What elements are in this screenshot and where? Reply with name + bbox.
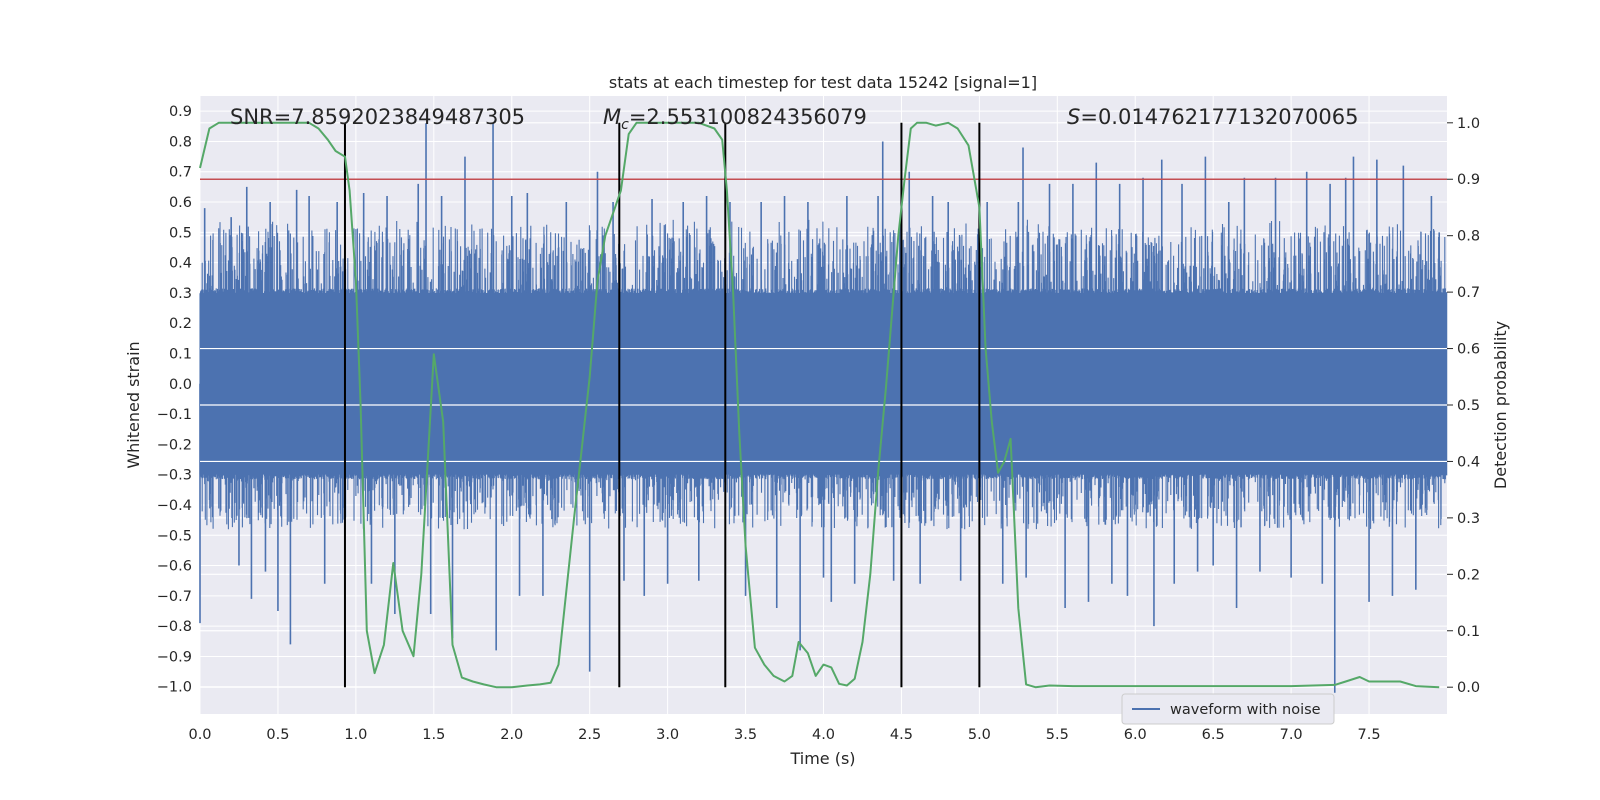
y-left-tick-label: 0.2 (169, 316, 192, 332)
y-right-tick-label: 0.7 (1457, 285, 1480, 301)
x-tick-label: 1.0 (344, 727, 367, 743)
y-left-tick-label: −0.9 (157, 649, 192, 665)
x-tick-label: 6.5 (1202, 727, 1225, 743)
y-left-tick-label: −0.6 (157, 559, 192, 575)
x-tick-label: 1.5 (422, 727, 445, 743)
y-left-tick-label: −0.8 (157, 619, 192, 635)
event-markers (343, 122, 981, 688)
x-axis-label: Time (s) (789, 749, 855, 768)
snr-annotation: SNR=7.8592023849487305 (230, 105, 525, 129)
y-left-tick-label: −0.3 (157, 468, 192, 484)
x-tick-label: 3.0 (656, 727, 679, 743)
y-left-axis-ticks: −1.0 −0.9 −0.8 −0.7 −0.6 −0.5 −0.4 −0.3 −0.2 −0.1… (157, 104, 192, 696)
y-right-tick-label: 0.5 (1457, 398, 1480, 414)
y-left-tick-label: 0.7 (169, 165, 192, 181)
y-left-tick-label: 0.0 (169, 377, 192, 393)
x-tick-label: 4.5 (890, 727, 913, 743)
chirp-mass-subscript: c (621, 117, 629, 133)
y-left-tick-label: −0.4 (157, 498, 192, 514)
chirp-mass-symbol: M (603, 105, 621, 129)
y-right-tick-label: 0.2 (1457, 567, 1480, 583)
y-left-tick-label: 0.8 (169, 134, 192, 150)
y-left-tick-label: −0.2 (157, 437, 192, 453)
legend-box (1121, 693, 1335, 725)
y-left-tick-label: 0.3 (169, 286, 192, 302)
y-left-tick-label: −1.0 (157, 680, 192, 696)
x-tick-label: 7.0 (1280, 727, 1303, 743)
y-right-tick-label: 0.3 (1457, 511, 1480, 527)
x-tick-label: 6.0 (1124, 727, 1147, 743)
chart-title: stats at each timestep for test data 152… (609, 73, 1037, 92)
y-left-tick-label: 0.6 (169, 195, 192, 211)
chirp-mass-value: =2.553100824356079 (629, 105, 867, 129)
y-right-tick-label: 0.0 (1457, 680, 1480, 696)
chirp-mass-annotation: Mc=2.553100824356079 (603, 105, 867, 133)
y-left-tick-label: 0.4 (169, 256, 192, 272)
y-left-tick-label: 0.9 (169, 104, 192, 120)
y-right-tick-label: 0.1 (1457, 624, 1480, 640)
x-tick-label: 0.5 (266, 727, 289, 743)
waveform-with-noise-series (199, 123, 1448, 693)
y-right-axis-label: Detection probability (1491, 321, 1510, 489)
y-left-tick-label: 0.5 (169, 225, 192, 241)
y-right-tick-label: 1.0 (1457, 116, 1480, 132)
x-tick-label: 2.0 (500, 727, 523, 743)
y-right-tick-label: 0.9 (1457, 172, 1480, 188)
s-annotation: S=0.014762177132070065 (1067, 105, 1358, 129)
x-tick-label: 7.5 (1358, 727, 1381, 743)
x-axis-ticks: 0.0 0.5 1.0 1.5 2.0 2.5 3.0 3.5 4.0 4.5 5.0 5.5 6.0 6… (188, 727, 1380, 743)
x-tick-label: 3.5 (734, 727, 757, 743)
detection-probability-line (199, 121, 1440, 689)
x-tick-label: 5.0 (968, 727, 991, 743)
y-right-tick-label: 0.4 (1457, 454, 1480, 470)
legend: waveform with noise (1121, 693, 1335, 725)
y-left-tick-label: −0.1 (157, 407, 192, 423)
y-right-axis-ticks: 0.0 0.1 0.2 0.3 0.4 0.5 0.6 0.7 0.8 0.9 1.0 (1447, 116, 1480, 696)
x-tick-label: 0.0 (188, 727, 211, 743)
x-tick-label: 5.5 (1046, 727, 1069, 743)
x-tick-label: 4.0 (812, 727, 835, 743)
y-left-tick-label: −0.7 (157, 589, 192, 605)
detection-probability-series (199, 121, 1440, 689)
s-symbol: S (1067, 105, 1080, 129)
y-left-tick-label: −0.5 (157, 528, 192, 544)
s-value: =0.014762177132070065 (1080, 105, 1358, 129)
legend-label: waveform with noise (1170, 702, 1321, 718)
y-left-tick-label: 0.1 (169, 347, 192, 363)
x-tick-label: 2.5 (578, 727, 601, 743)
y-right-tick-label: 0.6 (1457, 342, 1480, 358)
y-left-axis-label: Whitened strain (124, 341, 143, 468)
y-right-tick-label: 0.8 (1457, 229, 1480, 245)
